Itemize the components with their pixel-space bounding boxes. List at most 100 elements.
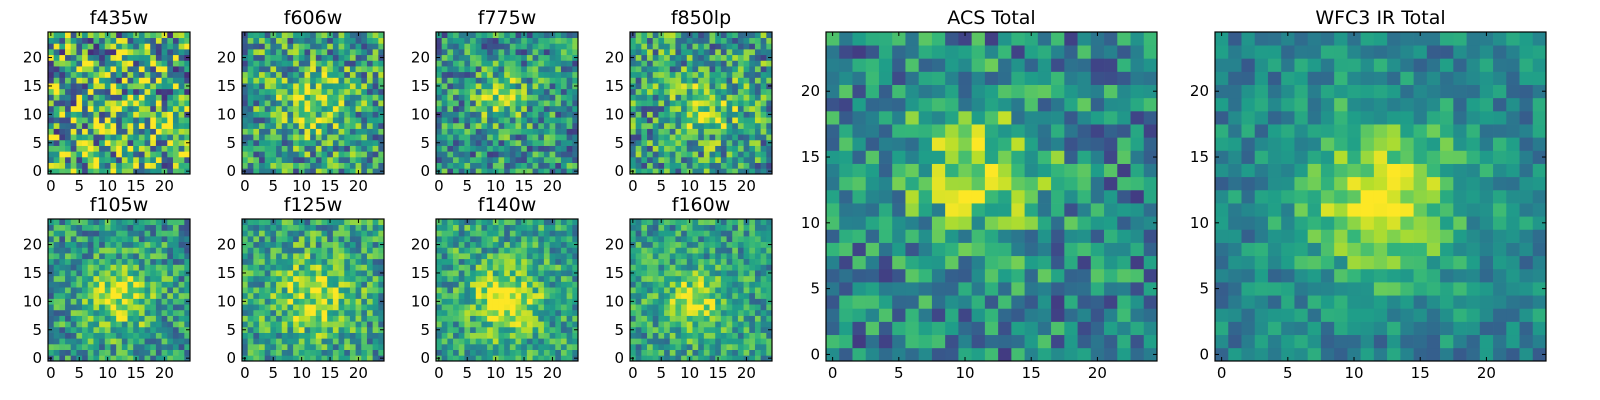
heatmap-cell [99,134,106,141]
y-tick-label: 0 [420,162,430,180]
heatmap-cell [475,332,482,339]
heatmap-cell [453,343,460,350]
heatmap-cell [470,309,477,316]
heatmap-cell [543,264,550,271]
heatmap-cell [675,156,682,163]
heatmap-cell [150,168,157,175]
heatmap-cell [110,258,117,265]
heatmap-cell [487,270,494,277]
heatmap-cell [760,100,767,107]
heatmap-cell [247,321,254,328]
heatmap-cell [59,151,66,158]
heatmap-cell [686,128,693,135]
heatmap-cell [487,134,494,141]
heatmap-cell [686,156,693,163]
heatmap-cell [349,54,356,61]
heatmap-cell [555,236,562,243]
heatmap-cell [70,236,77,243]
heatmap-cell [332,338,339,345]
heatmap-cell [737,37,744,44]
heatmap-cell [754,168,761,175]
heatmap-cell [99,60,106,67]
heatmap-cell [526,168,533,175]
heatmap-cell [315,321,322,328]
heatmap-cell [104,49,111,56]
heatmap-cell [110,83,117,90]
heatmap-cell [560,287,567,294]
heatmap-cell [464,298,471,305]
heatmap-cell [703,111,710,118]
heatmap-cell [538,151,545,158]
heatmap-cell [447,247,454,254]
heatmap-cell [715,105,722,112]
heatmap-cell [436,236,443,243]
heatmap-cell [349,88,356,95]
heatmap-cell [681,304,688,311]
heatmap-cell [698,32,705,39]
heatmap-cell [641,145,648,152]
heatmap-cell [70,83,77,90]
heatmap-cell [242,292,249,299]
heatmap-cell [566,156,573,163]
heatmap-cell [630,151,637,158]
heatmap-cell [287,49,294,56]
heatmap-cell [304,168,311,175]
heatmap-cell [732,49,739,56]
heatmap-cell [703,275,710,282]
heatmap-cell [498,309,505,316]
heatmap-cell [481,134,488,141]
heatmap-cell [566,88,573,95]
heatmap-cell [760,151,767,158]
heatmap-cell [116,258,123,265]
heatmap-cell [692,122,699,129]
heatmap-cell [378,258,385,265]
heatmap-cell [572,230,579,237]
heatmap-cell [498,292,505,299]
heatmap-cell [470,219,477,226]
heatmap-cell [276,219,283,226]
heatmap-cell [749,162,756,169]
heatmap-cell [481,77,488,84]
heatmap-cell [526,275,533,282]
heatmap-cell [48,37,55,44]
heatmap-cell [436,304,443,311]
heatmap-cell [498,343,505,350]
heatmap-cell [681,281,688,288]
heatmap-cell [315,298,322,305]
y-tick-label: 20 [23,236,42,254]
heatmap-cell [287,32,294,39]
heatmap-cell [293,247,300,254]
heatmap-cell [127,241,134,248]
heatmap-cell [99,32,106,39]
heatmap-cell [378,145,385,152]
heatmap-cell [133,37,140,44]
heatmap-cell [515,292,522,299]
heatmap-cell [572,258,579,265]
heatmap-cell [121,168,128,175]
heatmap-cell [281,151,288,158]
heatmap-cell [315,230,322,237]
heatmap-cell [133,275,140,282]
heatmap-cell [355,94,362,101]
heatmap-cell [475,264,482,271]
heatmap-cell [681,168,688,175]
axes-frame [629,31,773,175]
heatmap-cell [498,66,505,73]
heatmap-cell [526,77,533,84]
heatmap-cell [749,100,756,107]
heatmap-cell [526,281,533,288]
heatmap-cell [664,37,671,44]
heatmap-cell [93,349,100,356]
heatmap-cell [167,54,174,61]
heatmap-cell [378,224,385,231]
heatmap-cell [104,88,111,95]
heatmap-cell [87,247,94,254]
heatmap-cell [743,151,750,158]
heatmap-cell [372,321,379,328]
heatmap-cell [242,224,249,231]
heatmap-cell [749,111,756,118]
heatmap-cell [48,122,55,129]
heatmap-cell [703,117,710,124]
heatmap-cell [487,37,494,44]
heatmap-cell [298,156,305,163]
